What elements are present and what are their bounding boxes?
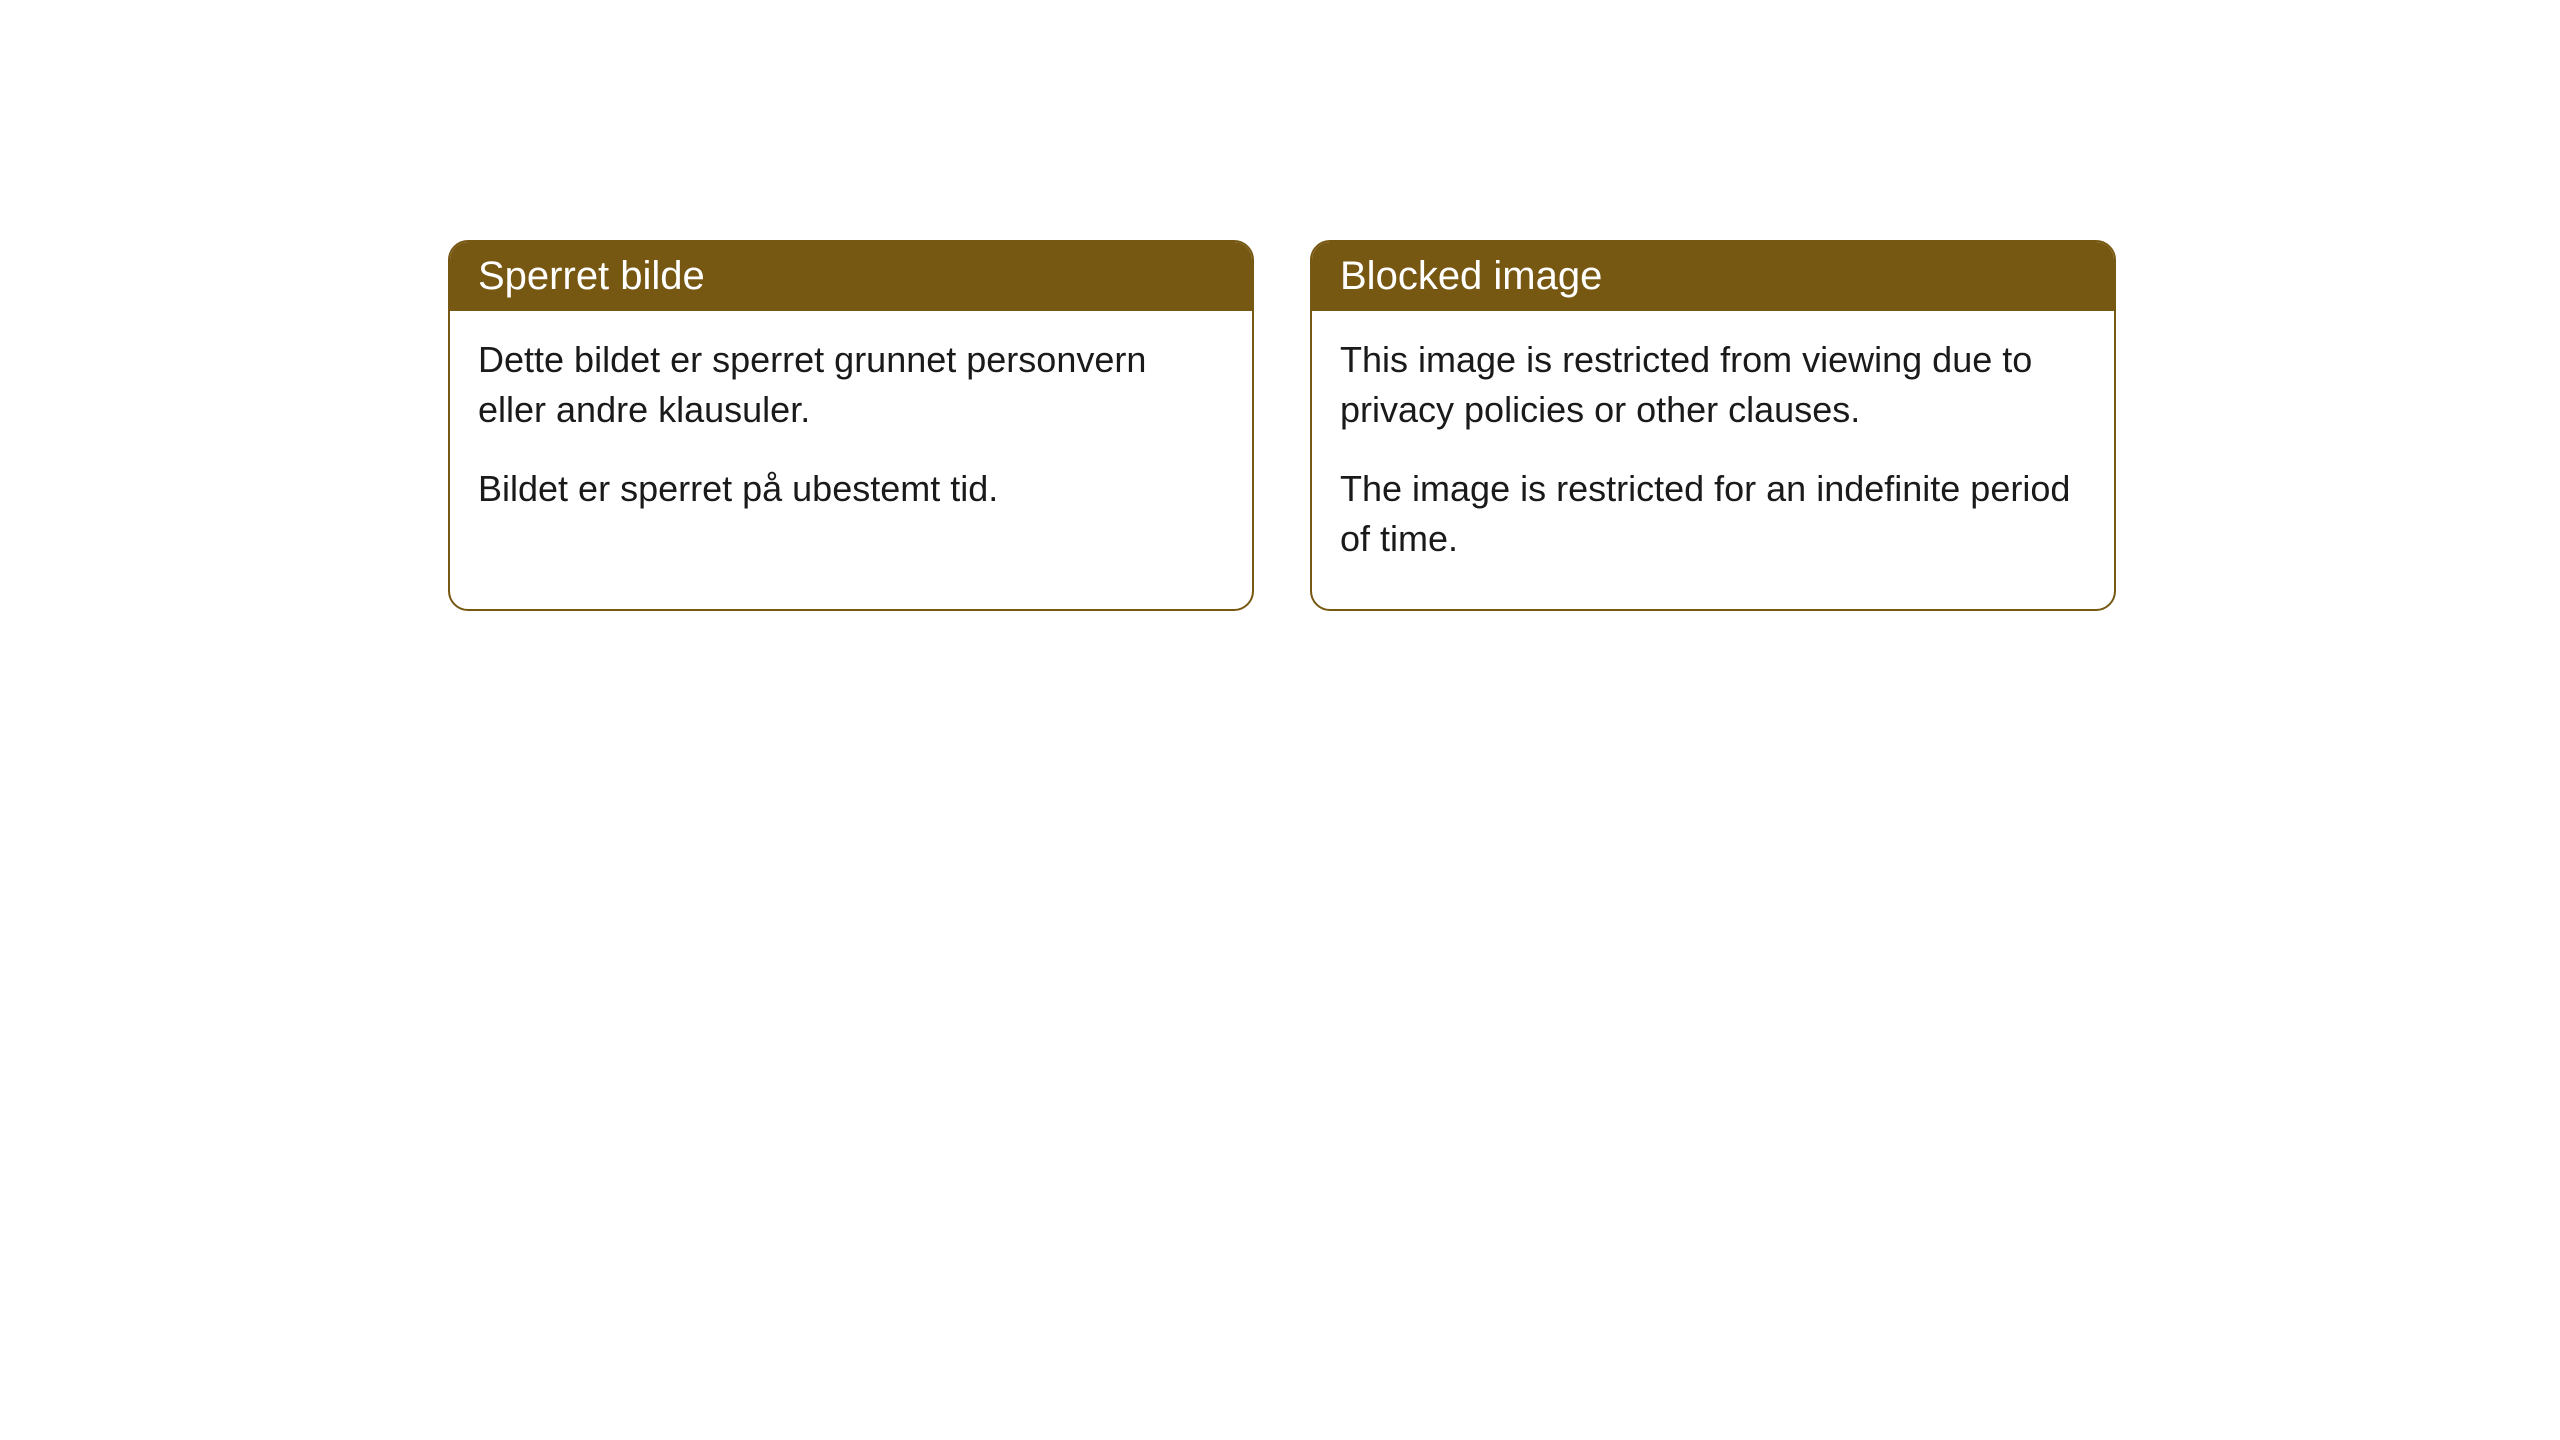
card-english: Blocked image This image is restricted f… [1310,240,2116,611]
card-body-english: This image is restricted from viewing du… [1312,311,2114,609]
card-para2-norwegian: Bildet er sperret på ubestemt tid. [478,464,1224,514]
cards-container: Sperret bilde Dette bildet er sperret gr… [0,0,2560,611]
card-norwegian: Sperret bilde Dette bildet er sperret gr… [448,240,1254,611]
card-title-english: Blocked image [1340,254,1602,298]
card-header-norwegian: Sperret bilde [450,242,1252,311]
card-header-english: Blocked image [1312,242,2114,311]
card-para1-norwegian: Dette bildet er sperret grunnet personve… [478,335,1224,436]
card-title-norwegian: Sperret bilde [478,254,705,298]
card-body-norwegian: Dette bildet er sperret grunnet personve… [450,311,1252,558]
card-para1-english: This image is restricted from viewing du… [1340,335,2086,436]
card-para2-english: The image is restricted for an indefinit… [1340,464,2086,565]
